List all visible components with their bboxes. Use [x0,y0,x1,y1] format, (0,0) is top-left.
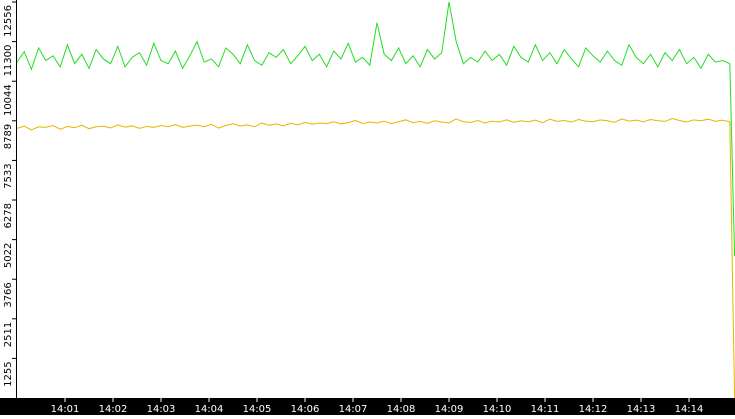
x-tick-label: 14:06 [291,404,320,415]
y-tick-label: 8789 [3,124,14,149]
x-axis-band [0,398,735,415]
x-tick-label: 14:01 [51,404,80,415]
x-tick-label: 14:12 [579,404,608,415]
y-tick-label: 1255 [3,361,14,386]
y-tick-label: 11300 [3,45,14,77]
x-tick-label: 14:04 [195,404,224,415]
x-tick-label: 14:02 [99,404,128,415]
x-tick-label: 14:05 [243,404,272,415]
x-tick-label: 14:11 [531,404,560,415]
y-tick-label: 10044 [3,84,14,116]
y-tick-label: 7533 [3,163,14,188]
x-tick-label: 14:14 [675,404,704,415]
y-tick-label: 3766 [3,282,14,307]
x-tick-label: 14:07 [339,404,368,415]
x-tick-label: 14:08 [387,404,416,415]
x-tick-label: 14:13 [627,404,656,415]
y-tick-label: 12556 [3,5,14,37]
y-tick-label: 5022 [3,243,14,268]
y-tick-label: 6278 [3,203,14,228]
x-tick-label: 14:10 [483,404,512,415]
y-tick-label: 2511 [3,322,14,347]
series-line [16,118,735,399]
x-tick-label: 14:09 [435,404,464,415]
x-tick-label: 14:03 [147,404,176,415]
series-line [16,1,735,257]
